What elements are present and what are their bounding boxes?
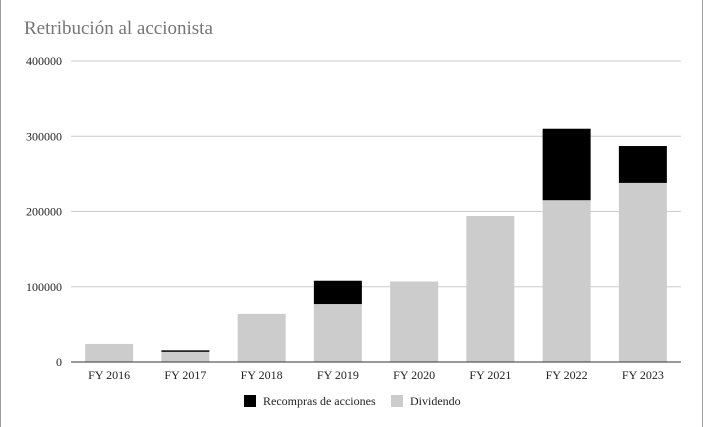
legend-label-recompras: Recompras de acciones	[263, 394, 376, 408]
y-tick-label: 300000	[26, 129, 62, 143]
legend-swatch-dividendo	[391, 395, 403, 407]
x-tick-label: FY 2023	[622, 368, 664, 382]
y-tick-label: 400000	[26, 54, 62, 68]
x-tick-label: FY 2016	[88, 368, 130, 382]
y-tick-label: 200000	[26, 205, 62, 219]
bar-dividendo-fy-2017	[161, 351, 210, 362]
y-tick-label: 0	[56, 355, 62, 369]
x-tick-label: FY 2020	[393, 368, 435, 382]
bar-recompras-fy-2017	[161, 350, 210, 352]
x-tick-label: FY 2022	[546, 368, 588, 382]
y-tick-label: 100000	[26, 280, 62, 294]
x-tick-label: FY 2019	[317, 368, 359, 382]
x-tick-label: FY 2017	[164, 368, 206, 382]
bar-recompras-fy-2022	[542, 128, 591, 201]
bar-recompras-fy-2019	[313, 280, 362, 305]
bar-dividendo-fy-2023	[618, 182, 667, 362]
x-tick-label: FY 2018	[241, 368, 283, 382]
legend-label-dividendo: Dividendo	[410, 394, 461, 408]
bar-recompras-fy-2023	[618, 146, 667, 183]
bar-dividendo-fy-2021	[466, 216, 515, 362]
x-tick-label: FY 2021	[469, 368, 511, 382]
bar-dividendo-fy-2016	[85, 343, 134, 362]
bar-dividendo-fy-2022	[542, 200, 591, 362]
bar-dividendo-fy-2019	[313, 304, 362, 362]
bar-dividendo-fy-2018	[237, 313, 286, 362]
chart-title: Retribución al accionista	[24, 18, 213, 39]
legend-swatch-recompras	[244, 395, 256, 407]
bar-dividendo-fy-2020	[390, 281, 439, 362]
